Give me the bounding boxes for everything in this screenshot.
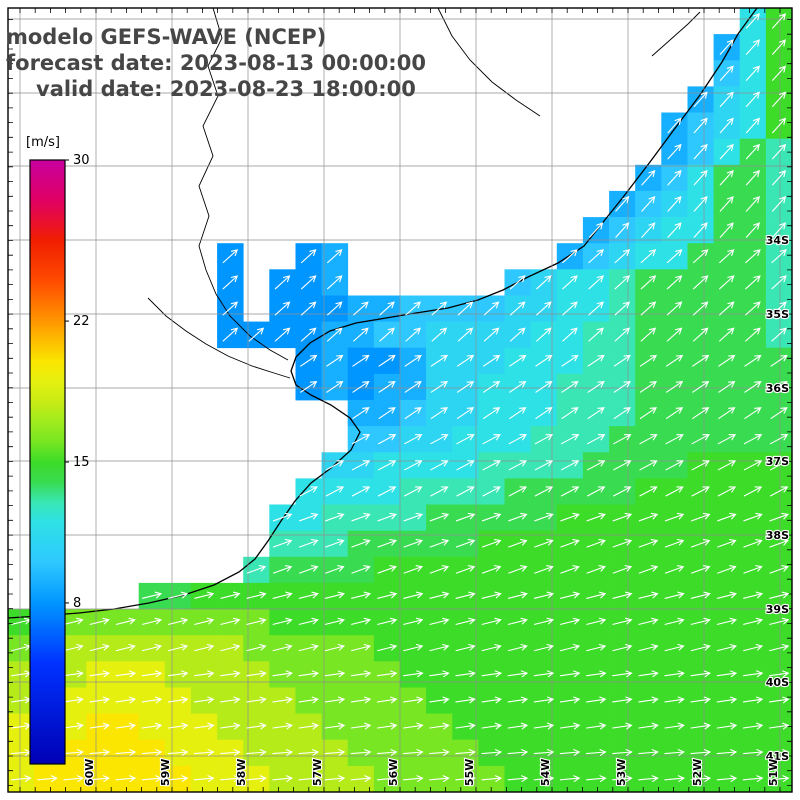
lat-label: 41S xyxy=(766,750,789,763)
colorbar-tick-label: 8 xyxy=(73,596,81,611)
wind-arrows xyxy=(11,13,790,782)
lon-label: 55W xyxy=(463,759,476,786)
lat-label: 39S xyxy=(766,603,789,616)
colorbar-tick-label: 30 xyxy=(73,153,90,168)
lon-label: 51W xyxy=(767,759,780,786)
model-title: modelo GEFS-WAVE (NCEP) xyxy=(6,25,327,49)
lon-label: 54W xyxy=(539,759,552,786)
colorbar: [m/s] 30 22 15 8 xyxy=(26,135,90,765)
graticule-grid xyxy=(8,8,792,792)
title-block: modelo GEFS-WAVE (NCEP) forecast date: 2… xyxy=(6,24,426,102)
river-line xyxy=(147,297,291,379)
lon-label: 58W xyxy=(235,759,248,786)
river-line xyxy=(651,11,701,57)
lat-label: 40S xyxy=(766,676,789,689)
colorbar-gradient xyxy=(29,159,66,765)
lon-label: 57W xyxy=(311,759,324,786)
lon-label: 60W xyxy=(83,759,96,786)
lat-label: 37S xyxy=(766,455,789,468)
axis-labels: 34S 35S 36S 37S 38S 39S 40S 41S 60W 59W 58W 57W 56W 5… xyxy=(82,233,790,787)
coastline-and-rivers xyxy=(7,7,758,619)
colorbar-tick-label: 22 xyxy=(73,314,90,329)
lat-label: 38S xyxy=(766,529,789,542)
river-line xyxy=(198,7,289,361)
forecast-date-line: forecast date: 2023-08-13 00:00:00 xyxy=(6,51,426,75)
lat-label: 36S xyxy=(766,382,789,395)
colorbar-tick-label: 15 xyxy=(73,455,90,470)
lon-label: 59W xyxy=(159,759,172,786)
lon-label: 52W xyxy=(691,759,704,786)
lat-label: 35S xyxy=(766,308,789,321)
lat-label: 34S xyxy=(766,234,789,247)
coastline xyxy=(7,7,758,619)
river-line xyxy=(437,7,541,117)
colorbar-units: [m/s] xyxy=(26,135,60,150)
valid-date-line: valid date: 2023-08-23 18:00:00 xyxy=(36,77,416,101)
lon-label: 53W xyxy=(615,759,628,786)
lon-label: 56W xyxy=(387,759,400,786)
border-ticks xyxy=(8,8,792,792)
